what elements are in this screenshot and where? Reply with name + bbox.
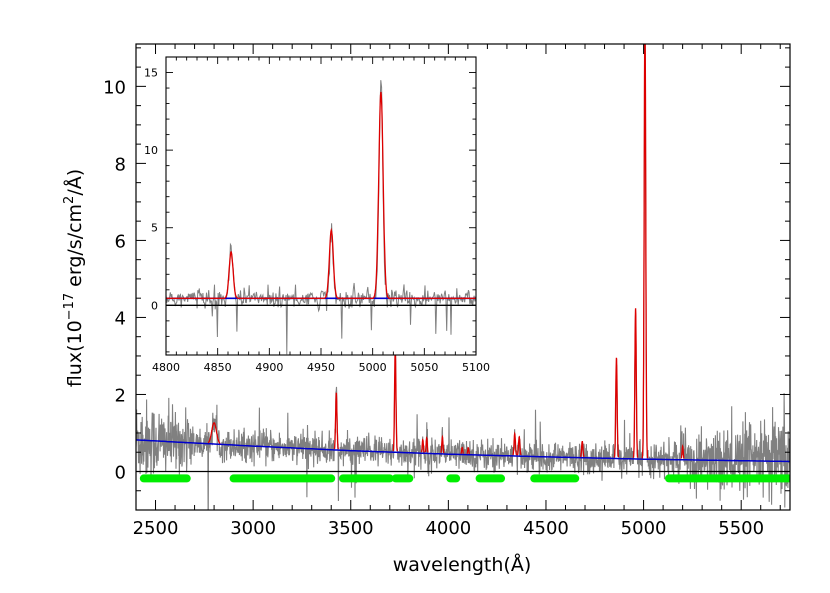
- main-plot-data-layer: [136, 44, 790, 510]
- continuum-model-line: [136, 439, 790, 463]
- inset-observed-spectrum-line: [166, 80, 476, 355]
- inset-y-tick-label: 10: [144, 144, 158, 157]
- y-tick-label: 8: [115, 154, 126, 175]
- inset-x-tick-label: 4900: [255, 361, 283, 374]
- y-axis-title-part1: flux(10: [64, 320, 86, 387]
- inset-plot-data-layer: [166, 80, 476, 355]
- y-axis-title-part2: erg/s/cm: [64, 204, 86, 293]
- y-tick-label: 6: [115, 231, 126, 252]
- y-axis-title: flux(10−17 erg/s/cm2/Å): [62, 169, 86, 387]
- x-tick-label: 4000: [425, 518, 471, 539]
- x-tick-label: 3500: [328, 518, 374, 539]
- x-axis-title: wavelength(Å): [393, 553, 532, 576]
- inset-y-tick-label: 15: [144, 67, 158, 80]
- inset-x-tick-label: 4850: [204, 361, 232, 374]
- inset-axes: 4800 4850 4900 4950 5000 5050 5100 0 5 10 15: [144, 56, 490, 374]
- main-plot-frame: [135, 43, 791, 511]
- inset-emission-line-model: [166, 91, 476, 299]
- y-axis-title-exponent2: 2: [62, 196, 77, 204]
- inset-y-tick-label: 5: [151, 222, 158, 235]
- inset-y-tick-label: 0: [151, 299, 158, 312]
- inset-x-tick-label: 4800: [152, 361, 180, 374]
- y-axis-title-part3: /Å): [63, 169, 86, 196]
- y-tick-label: 0: [115, 462, 126, 483]
- y-tick-label: 4: [115, 308, 126, 329]
- x-tick-label: 5000: [621, 518, 667, 539]
- inset-x-tick-label: 5100: [462, 361, 490, 374]
- x-tick-label: 5500: [718, 518, 764, 539]
- y-tick-label: 10: [103, 77, 126, 98]
- inset-x-tick-label: 5000: [359, 361, 387, 374]
- x-tick-label: 4500: [523, 518, 569, 539]
- y-tick-label: 2: [115, 385, 126, 406]
- emission-line-model: [207, 44, 685, 459]
- y-axis-title-exponent: −17: [62, 293, 77, 320]
- x-tick-label: 3000: [230, 518, 276, 539]
- inset-x-tick-label: 5050: [410, 361, 438, 374]
- observed-spectrum-line: [136, 44, 790, 510]
- inset-x-tick-label: 4950: [307, 361, 335, 374]
- x-tick-label: 2500: [133, 518, 179, 539]
